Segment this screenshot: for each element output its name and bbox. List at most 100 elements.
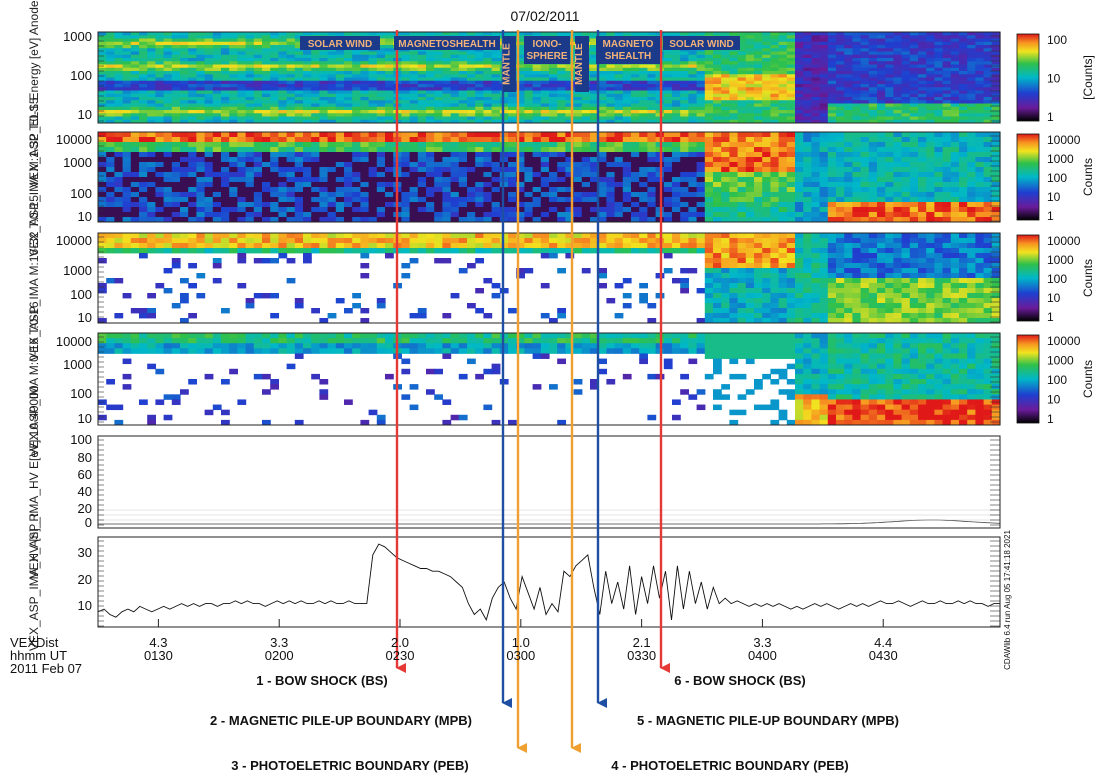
spectrogram-cell bbox=[204, 172, 214, 178]
spectrogram-cell bbox=[860, 157, 870, 163]
spectrogram-cell bbox=[163, 157, 173, 163]
spectrogram-cell bbox=[590, 110, 599, 114]
spectrogram-cell bbox=[262, 110, 271, 114]
spectrogram-cell bbox=[877, 61, 886, 65]
spectrogram-cell bbox=[942, 132, 952, 138]
spectrogram-cell bbox=[721, 87, 730, 91]
spectrogram-cell bbox=[549, 147, 558, 153]
spectrogram-cell bbox=[508, 119, 517, 124]
spectrogram-cell bbox=[221, 113, 230, 117]
spectrogram-cell bbox=[401, 71, 411, 75]
spectrogram-cell bbox=[803, 77, 812, 82]
spectrogram-cell bbox=[959, 38, 968, 43]
spectrogram-cell bbox=[549, 64, 558, 69]
spectrogram-cell bbox=[401, 32, 411, 36]
spectrogram-cell bbox=[319, 207, 329, 213]
spectrogram-cell bbox=[844, 51, 853, 56]
spectrogram-cell bbox=[303, 116, 312, 121]
spectrogram-cell bbox=[926, 54, 935, 59]
spectrogram-cell bbox=[590, 90, 599, 95]
spectrogram-cell bbox=[557, 84, 566, 88]
spectrogram-cell bbox=[106, 197, 115, 203]
spectrogram-cell bbox=[524, 90, 534, 95]
spectrogram-cell bbox=[221, 137, 230, 143]
spectrogram-cell bbox=[245, 97, 255, 101]
spectrogram-cell bbox=[737, 32, 747, 36]
spectrogram-cell bbox=[130, 77, 140, 82]
spectrogram-cell bbox=[212, 71, 222, 75]
spectrogram-cell bbox=[877, 38, 886, 43]
spectrogram-cell bbox=[450, 197, 460, 203]
spectrogram-cell bbox=[803, 182, 812, 188]
spectrogram-cell bbox=[426, 51, 435, 56]
spectrogram-cell bbox=[975, 38, 985, 43]
spectrogram-cell bbox=[385, 67, 394, 72]
spectrogram-cell bbox=[581, 202, 591, 208]
spectrogram-cell bbox=[286, 71, 296, 75]
spectrogram-cell bbox=[909, 74, 919, 78]
spectrogram-cell bbox=[811, 212, 821, 218]
spectrogram-cell bbox=[803, 217, 812, 223]
spectrogram-cell bbox=[335, 97, 345, 101]
spectrogram-cell bbox=[762, 84, 771, 88]
spectrogram-cell bbox=[713, 77, 722, 82]
spectrogram-cell bbox=[139, 103, 148, 108]
spectrogram-cell bbox=[122, 113, 132, 117]
spectrogram-cell bbox=[278, 100, 288, 104]
spectrogram-cell bbox=[926, 110, 935, 114]
spectrogram-cell bbox=[114, 61, 124, 65]
spectrogram-cell bbox=[786, 116, 796, 121]
spectrogram-cell bbox=[245, 106, 255, 111]
spectrogram-cell bbox=[860, 67, 870, 72]
spectrogram-cell bbox=[909, 103, 919, 108]
spectrogram-cell bbox=[516, 147, 525, 153]
spectrogram-cell bbox=[704, 84, 714, 88]
spectrogram-cell bbox=[524, 77, 534, 82]
spectrogram-cell bbox=[745, 58, 755, 62]
spectrogram-cell bbox=[696, 119, 706, 124]
spectrogram-cell bbox=[877, 90, 886, 95]
spectrogram-cell bbox=[934, 90, 944, 95]
spectrogram-cell bbox=[335, 147, 345, 153]
spectrogram-cell bbox=[622, 106, 632, 111]
spectrogram-cell bbox=[130, 162, 140, 168]
spectrogram-cell bbox=[713, 217, 722, 223]
spectrogram-cell bbox=[631, 212, 640, 218]
spectrogram-cell bbox=[680, 61, 689, 65]
spectrogram-cell bbox=[721, 97, 730, 101]
spectrogram-cell bbox=[524, 71, 534, 75]
spectrogram-cell bbox=[360, 202, 370, 208]
spectrogram-cell bbox=[663, 97, 673, 101]
spectrogram-cell bbox=[180, 32, 189, 36]
spectrogram-cell bbox=[130, 38, 140, 43]
spectrogram-cell bbox=[237, 67, 247, 72]
spectrogram-cell bbox=[754, 212, 763, 218]
spectrogram-cell bbox=[918, 119, 927, 124]
spectrogram-cell bbox=[245, 167, 255, 173]
spectrogram-cell bbox=[606, 71, 616, 75]
spectrogram-cell bbox=[688, 77, 698, 82]
spectrogram-cell bbox=[590, 137, 599, 143]
spectrogram-cell bbox=[614, 74, 624, 78]
spectrogram-cell bbox=[877, 71, 886, 75]
spectrogram-cell bbox=[196, 61, 206, 65]
spectrogram-cell bbox=[385, 51, 394, 56]
spectrogram-cell bbox=[614, 64, 624, 69]
spectrogram-cell bbox=[631, 217, 640, 223]
spectrogram-cell bbox=[622, 202, 632, 208]
spectrogram-cell bbox=[155, 113, 165, 117]
spectrogram-cell bbox=[696, 113, 706, 117]
spectrogram-cell bbox=[237, 217, 247, 223]
spectrogram-cell bbox=[827, 77, 837, 82]
spectrogram-cell bbox=[212, 35, 222, 39]
spectrogram-cell bbox=[844, 119, 853, 124]
spectrogram-cell bbox=[844, 41, 853, 46]
spectrogram-cell bbox=[221, 45, 230, 49]
spectrogram-cell bbox=[368, 74, 378, 78]
spectrogram-cell bbox=[926, 137, 935, 143]
spectrogram-cell bbox=[795, 51, 804, 56]
spectrogram-cell bbox=[836, 51, 845, 56]
spectrogram-cell bbox=[204, 77, 214, 82]
spectrogram-cell bbox=[360, 207, 370, 213]
spectrogram-cell bbox=[754, 167, 763, 173]
